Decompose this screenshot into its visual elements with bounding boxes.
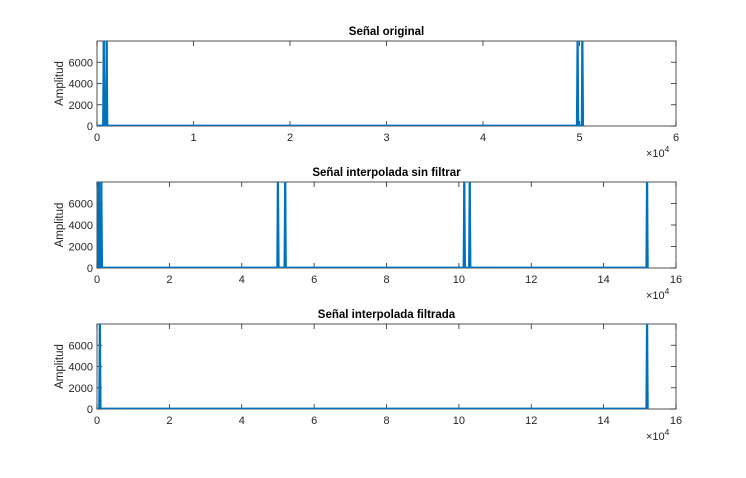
- chart-3-xtick-label: 16: [670, 415, 682, 427]
- chart-3-xtick-label: 14: [598, 415, 610, 427]
- chart-2-xtick-label: 12: [525, 274, 537, 286]
- chart-2-title: Señal interpolada sin filtrar: [312, 167, 461, 179]
- chart-3-xtick-label: 10: [453, 415, 465, 427]
- chart-3-x-exponent-base: ×10: [646, 431, 665, 443]
- chart-2-series-1-line: [97, 182, 649, 268]
- chart-1-ylabel: Amplitud: [54, 61, 66, 106]
- chart-2-plot-box: [96, 181, 677, 269]
- chart-2-ylabel: Amplitud: [54, 203, 66, 248]
- chart-2-x-exponent-power: 4: [665, 286, 670, 296]
- chart-1-x-exponent-base: ×10: [646, 148, 665, 160]
- chart-1-ytick-label: 0: [87, 121, 93, 133]
- chart-3-x-exponent: ×104: [646, 427, 670, 443]
- chart-3-title: Señal interpolada filtrada: [318, 309, 456, 321]
- chart-2-axes: Señal interpolada sin filtrar Amplitud 0 2 4…: [54, 167, 682, 302]
- chart-1-xtick-label: 1: [190, 132, 196, 144]
- chart-1-xtick-label: 5: [576, 132, 582, 144]
- chart-2-x-exponent-base: ×10: [646, 290, 665, 302]
- chart-1-series-1-line: [97, 41, 585, 126]
- chart-3-axes: Señal interpolada filtrada Amplitud 0 2 4 6 8 1…: [54, 309, 682, 443]
- chart-3-xtick-label: 2: [166, 415, 172, 427]
- chart-2-xtick-label: 6: [311, 274, 317, 286]
- chart-3-x-exponent-power: 4: [665, 427, 670, 437]
- chart-3-ytick-label: 0: [87, 404, 93, 416]
- chart-2-xtick-label: 14: [598, 274, 610, 286]
- chart-3-ytick-label: 4000: [69, 362, 93, 374]
- chart-1-xtick-label: 2: [287, 132, 293, 144]
- chart-3-ytick-label: 2000: [69, 383, 93, 395]
- chart-2-ytick-label: 2000: [69, 242, 93, 254]
- chart-2-xtick-label: 2: [166, 274, 172, 286]
- chart-3-xtick-label: 0: [94, 415, 100, 427]
- chart-2-xtick-label: 0: [94, 274, 100, 286]
- chart-1-ytick-label: 4000: [69, 79, 93, 91]
- chart-3-ylabel: Amplitud: [54, 344, 66, 389]
- chart-1-ytick-label: 2000: [69, 100, 93, 112]
- chart-3-xtick-label: 6: [311, 415, 317, 427]
- chart-1-xtick-label: 4: [480, 132, 486, 144]
- chart-1-axes: Señal original Amplitud 0 1 2 3 4 5 6 0 2000 4000 60…: [54, 26, 679, 160]
- chart-2-ytick-label: 0: [87, 263, 93, 275]
- chart-3-ytick-label: 6000: [69, 340, 93, 352]
- chart-2-ytick-label: 4000: [69, 220, 93, 232]
- chart-3-xtick-label: 12: [525, 415, 537, 427]
- chart-2-xtick-label: 16: [670, 274, 682, 286]
- chart-1-x-exponent-power: 4: [665, 144, 670, 154]
- chart-1-ytick-label: 6000: [69, 57, 93, 69]
- chart-2-ytick-label: 6000: [69, 199, 93, 211]
- chart-3-xtick-label: 4: [239, 415, 245, 427]
- chart-2-xtick-label: 8: [383, 274, 389, 286]
- chart-1-x-exponent: ×104: [646, 144, 670, 160]
- chart-1-xtick-label: 0: [94, 132, 100, 144]
- chart-1-plot-box: [96, 40, 677, 127]
- chart-1-title: Señal original: [349, 26, 424, 38]
- chart-1-xtick-label: 3: [383, 132, 389, 144]
- chart-2-xtick-label: 4: [239, 274, 245, 286]
- chart-3-plot-box: [96, 323, 677, 410]
- chart-1-xtick-label: 6: [673, 132, 679, 144]
- chart-2-xtick-label: 10: [453, 274, 465, 286]
- chart-3-xtick-label: 8: [383, 415, 389, 427]
- chart-2-x-exponent: ×104: [646, 286, 670, 302]
